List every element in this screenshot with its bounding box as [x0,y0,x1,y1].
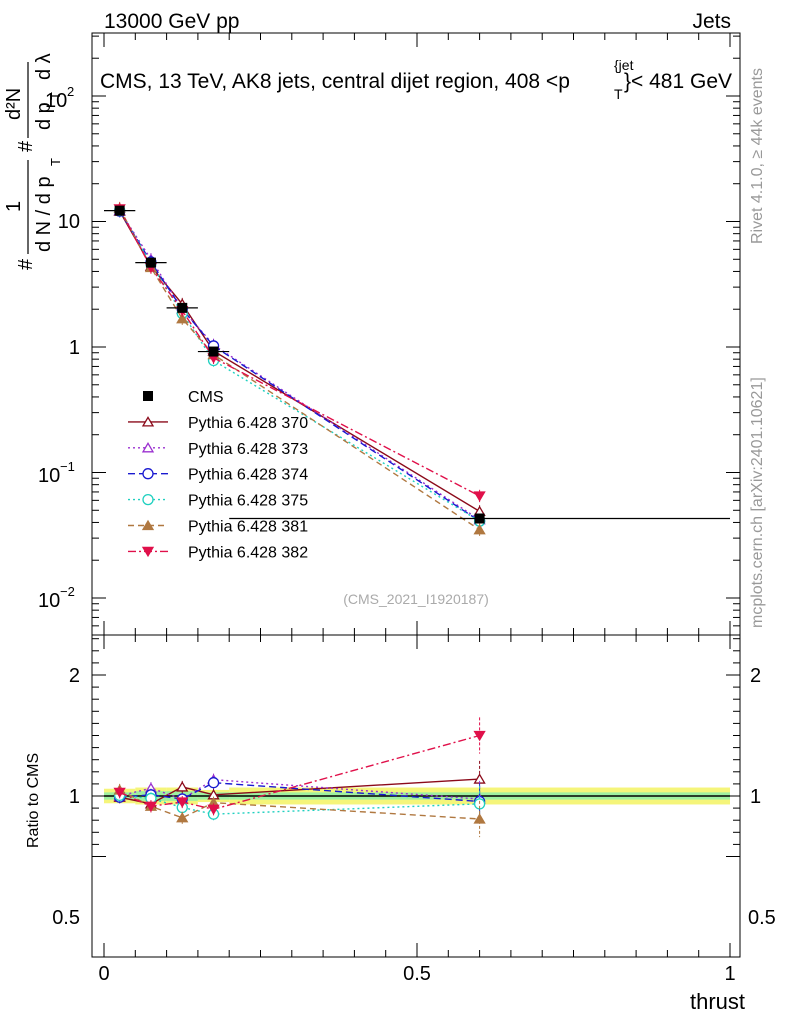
marker-square [143,391,153,401]
ytick-label-10: 10 [58,211,80,233]
header-left: 13000 GeV pp [104,10,239,33]
marker-circle [142,493,154,506]
marker-triangle [207,804,220,816]
marker-triangle [113,787,126,799]
ratio-line [119,794,480,815]
legend-item-0: CMS [143,389,224,406]
marker-triangle [176,797,189,808]
ratio-tick-2-right: 2 [750,665,761,687]
marker-triangle [141,546,155,558]
marker-triangle [141,442,155,453]
data-cms [104,205,730,524]
ylabel-one: 1 [3,201,25,212]
ratio-line [119,781,480,803]
marker-square [145,257,156,268]
x-axis-label: thrust [690,989,745,1014]
marker-square [177,302,188,313]
ratio-line [119,789,480,820]
ylabel-hash2: # [15,140,37,152]
legend-item-2: Pythia 6.428 373 [128,441,308,458]
title-sup: {jet [614,57,634,73]
legend-label: Pythia 6.428 375 [188,493,308,510]
svg-text:2: 2 [67,84,74,99]
legend-item-3: Pythia 6.428 374 [128,467,308,484]
marker-triangle [473,523,486,535]
svg-text:−1: −1 [60,459,75,474]
ratio-tick-1-left: 1 [69,786,80,808]
legend-item-5: Pythia 6.428 381 [128,519,308,536]
marker-square [114,205,125,216]
ratio-tick-05-right: 0.5 [748,907,776,929]
legend-label: Pythia 6.428 374 [188,467,308,484]
axis-ticks [92,33,740,957]
title-sub: T [614,86,623,102]
legend-item-1: Pythia 6.428 370 [128,415,308,432]
ytick-label-0.01: 10 −2 [38,584,75,612]
rivet-version: Rivet 4.1.0, ≥ 44k events [749,68,766,244]
svg-text:10: 10 [38,590,60,612]
marker-circle [142,468,154,480]
ylabel-dpt: d p [33,102,55,130]
ytick-label-100: 10 2 [45,84,74,112]
legend: CMS Pythia 6.428 370 Pythia 6.428 373 Pythi… [128,389,308,561]
marker-triangle [176,312,189,324]
ytick-label-0.1: 10 −1 [38,459,75,487]
marker-square [208,346,219,357]
svg-text:−2: −2 [60,584,75,599]
ylabel-hash1: # [15,258,37,270]
plot-title: CMS, 13 TeV, AK8 jets, central dijet reg… [100,57,732,102]
marker-triangle [176,781,189,792]
marker-triangle [141,519,155,531]
xtick-label-05: 0.5 [403,963,431,985]
y-axis-label: # 1 d N / d p T # d p T d²N d λ [3,53,63,270]
legend-item-4: Pythia 6.428 375 [128,493,308,510]
ratio-tick-05-left: 0.5 [52,907,80,929]
xtick-label-1: 1 [724,963,735,985]
legend-label: Pythia 6.428 373 [188,441,308,458]
ylabel-dlambda: d λ [33,53,55,80]
marker-triangle [473,730,486,742]
title-end: }< 481 GeV [624,70,732,93]
ratio-series-5 [113,717,486,816]
marker-triangle [141,416,155,427]
marker-square [474,513,485,524]
legend-item-6: Pythia 6.428 382 [128,544,308,561]
marker-triangle [176,811,189,823]
svg-text:10: 10 [45,90,67,112]
ylabel-dn: d N / d p [33,176,55,252]
series-ratio [113,717,486,838]
mcplots-credit: mcplots.cern.ch [arXiv:2401.10621] [749,377,766,628]
xtick-label-0: 0 [98,963,109,985]
series-main [104,201,730,536]
ratio-y-label: Ratio to CMS [25,753,42,848]
legend-label: Pythia 6.428 381 [188,519,308,536]
marker-triangle [144,801,158,813]
analysis-watermark: (CMS_2021_I1920187) [343,591,489,607]
header-right: Jets [692,10,731,33]
ylabel-sub-t1: T [48,158,63,166]
ratio-tick-2-left: 2 [69,665,80,687]
title-main: CMS, 13 TeV, AK8 jets, central dijet reg… [100,70,570,93]
svg-text:10: 10 [38,465,60,487]
marker-circle [207,777,220,789]
ytick-label-1: 1 [69,337,80,359]
ylabel-sub-t2: T [48,92,63,100]
legend-label: Pythia 6.428 370 [188,415,308,432]
marker-triangle [473,813,486,824]
ylabel-d2n: d²N [3,88,25,120]
marker-triangle [473,491,486,502]
marker-circle [473,798,486,810]
ratio-tick-1-right: 1 [750,786,761,808]
legend-label: CMS [188,389,224,406]
legend-label: Pythia 6.428 382 [188,544,308,561]
